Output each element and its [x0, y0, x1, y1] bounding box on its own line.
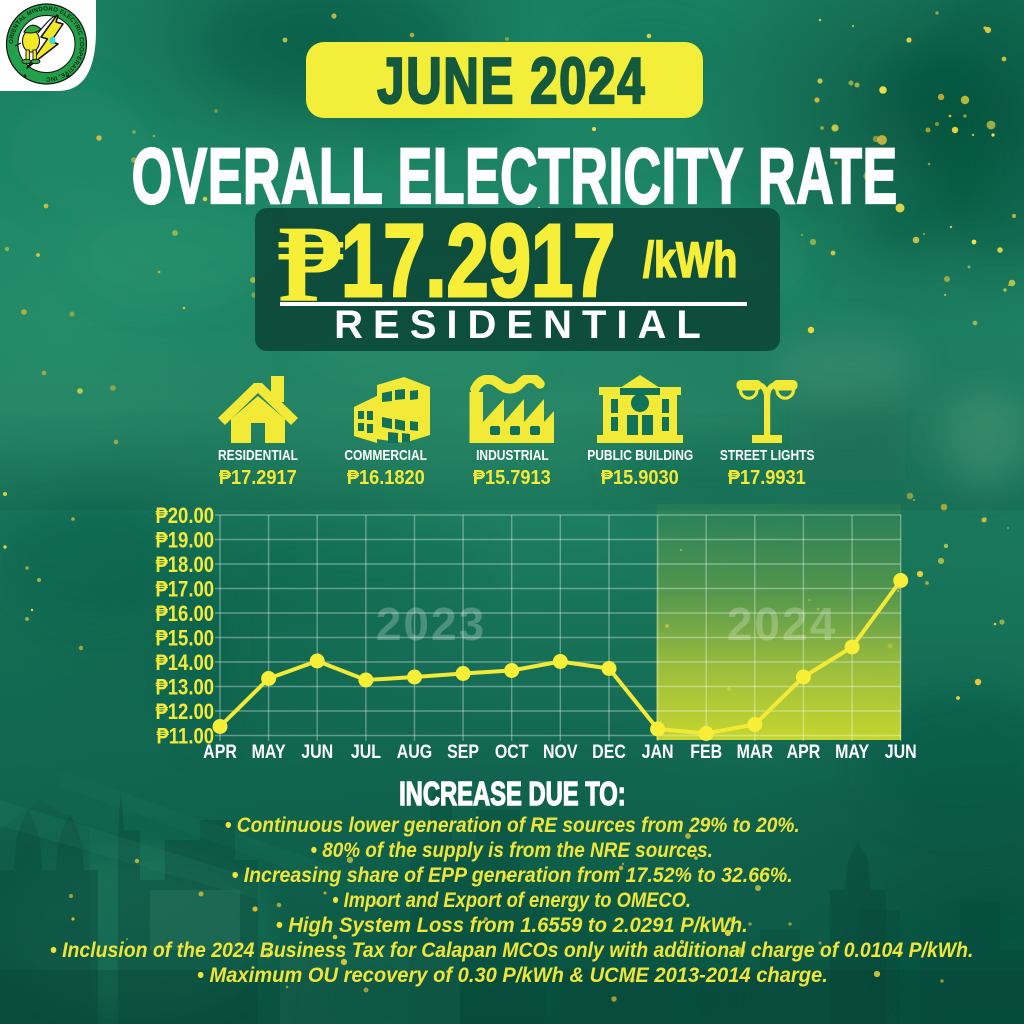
svg-text:JAN: JAN — [642, 741, 674, 763]
svg-text:FEB: FEB — [690, 741, 722, 763]
svg-text:₱14.00: ₱14.00 — [155, 651, 214, 675]
svg-text:₱17.00: ₱17.00 — [155, 578, 214, 602]
svg-text:JUN: JUN — [301, 741, 333, 763]
svg-text:₱20.00: ₱20.00 — [155, 504, 214, 528]
svg-text:APR: APR — [787, 741, 821, 763]
svg-text:₱19.00: ₱19.00 — [155, 529, 214, 553]
svg-text:₱12.00: ₱12.00 — [155, 700, 214, 724]
svg-text:₱16.00: ₱16.00 — [155, 602, 214, 626]
svg-text:2024: 2024 — [727, 598, 837, 650]
svg-text:MAY: MAY — [835, 741, 869, 763]
svg-text:2023: 2023 — [376, 598, 486, 650]
svg-text:APR: APR — [203, 741, 237, 763]
svg-text:₱13.00: ₱13.00 — [155, 676, 214, 700]
svg-text:MAR: MAR — [737, 741, 774, 763]
svg-text:₱15.00: ₱15.00 — [155, 627, 214, 651]
svg-text:OCT: OCT — [495, 741, 529, 763]
svg-text:SEP: SEP — [447, 741, 479, 763]
svg-text:NOV: NOV — [543, 741, 578, 763]
svg-text:JUL: JUL — [351, 741, 381, 763]
svg-text:₱18.00: ₱18.00 — [155, 553, 214, 577]
svg-text:MAY: MAY — [252, 741, 286, 763]
svg-text:DEC: DEC — [592, 741, 626, 763]
svg-text:AUG: AUG — [397, 741, 432, 763]
svg-text:JUN: JUN — [885, 741, 917, 763]
svg-text:₱11.00: ₱11.00 — [156, 725, 214, 749]
